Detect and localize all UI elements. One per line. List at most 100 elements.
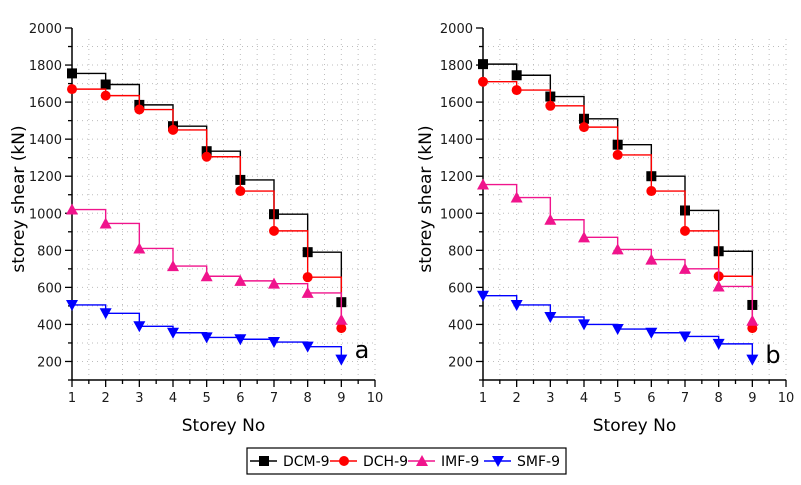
y-tick-label: 1400 xyxy=(29,133,62,148)
data-point-marker xyxy=(578,319,590,331)
legend-marker-triangle-up xyxy=(416,455,428,466)
panel-label: b xyxy=(765,341,780,369)
y-tick-label: 200 xyxy=(448,355,473,370)
data-point-marker xyxy=(612,149,623,160)
data-point-marker xyxy=(168,124,178,135)
series-dch-9 xyxy=(67,84,347,334)
series-smf-9 xyxy=(66,299,348,366)
y-tick-label: 600 xyxy=(37,281,62,296)
data-point-marker xyxy=(100,79,111,90)
data-point-marker xyxy=(611,243,624,255)
data-point-marker xyxy=(100,90,111,101)
y-tick-label: 2000 xyxy=(29,22,62,37)
data-point-marker xyxy=(712,338,725,350)
y-tick-label: 1600 xyxy=(29,96,62,111)
x-tick-label: 1 xyxy=(68,391,76,406)
x-tick-label: 1 xyxy=(479,391,487,406)
data-point-marker xyxy=(645,253,658,265)
panel-label: a xyxy=(355,336,370,364)
chart-panel-a: 1 2 3 4 5 6 7 8 9 10 200 400 600 800 1000 1200 1400 1600 1… xyxy=(9,22,383,436)
data-point-marker xyxy=(234,274,247,286)
data-point-marker xyxy=(645,327,658,339)
data-point-marker xyxy=(336,323,347,334)
data-point-marker xyxy=(477,290,489,302)
x-tick-label: 8 xyxy=(304,391,312,406)
data-point-marker xyxy=(510,299,523,311)
y-tick-label: 2000 xyxy=(440,22,473,37)
data-point-marker xyxy=(478,76,488,87)
legend-label: DCH-9 xyxy=(363,454,408,470)
y-tick-label: 1200 xyxy=(440,170,473,185)
x-tick-label: 4 xyxy=(169,391,177,406)
data-point-marker xyxy=(578,231,590,243)
data-point-marker xyxy=(510,191,523,203)
data-point-marker xyxy=(268,337,280,349)
data-point-marker xyxy=(545,100,556,111)
data-point-marker xyxy=(712,280,725,292)
data-point-marker xyxy=(66,299,78,311)
y-tick-label: 800 xyxy=(448,244,473,259)
x-tick-label: 10 xyxy=(778,391,795,406)
data-point-marker xyxy=(611,324,624,336)
data-point-marker xyxy=(67,68,77,79)
y-tick-label: 800 xyxy=(37,244,62,259)
data-point-marker xyxy=(579,122,589,133)
legend-marker-circle xyxy=(339,456,349,466)
y-axis-title: storey shear (kN) xyxy=(9,125,29,272)
legend-label: DCM-9 xyxy=(283,454,330,470)
y-tick-label: 1400 xyxy=(440,133,473,148)
y-tick-label: 1000 xyxy=(29,207,62,222)
y-tick-label: 200 xyxy=(37,355,62,370)
legend-entry: IMF-9 xyxy=(408,454,479,470)
x-tick-label: 9 xyxy=(337,391,345,406)
x-tick-label: 5 xyxy=(614,391,622,406)
data-point-marker xyxy=(646,186,657,197)
x-tick-label: 2 xyxy=(513,391,521,406)
data-point-marker xyxy=(167,260,179,272)
legend-marker-triangle-down xyxy=(492,456,504,467)
y-tick-label: 600 xyxy=(448,281,473,296)
data-point-marker xyxy=(477,178,489,190)
x-tick-label: 5 xyxy=(203,391,211,406)
x-axis-title: Storey No xyxy=(593,416,677,436)
series-line xyxy=(72,304,343,360)
data-point-marker xyxy=(302,272,313,283)
x-tick-label: 7 xyxy=(681,391,689,406)
x-tick-label: 6 xyxy=(647,391,655,406)
data-point-marker xyxy=(268,277,280,289)
data-point-marker xyxy=(99,217,112,229)
x-tick-label: 6 xyxy=(236,391,244,406)
data-point-marker xyxy=(133,321,146,333)
data-point-marker xyxy=(511,70,522,81)
data-point-marker xyxy=(200,332,213,344)
data-point-marker xyxy=(680,225,690,236)
legend-label: SMF-9 xyxy=(517,454,560,470)
x-tick-label: 4 xyxy=(580,391,588,406)
y-tick-label: 1200 xyxy=(29,170,62,185)
data-point-marker xyxy=(134,104,145,115)
data-point-marker xyxy=(511,85,522,96)
data-point-marker xyxy=(335,354,348,366)
data-point-marker xyxy=(167,327,179,339)
gridlines xyxy=(72,38,376,380)
legend-box xyxy=(246,447,567,475)
x-tick-label: 8 xyxy=(715,391,723,406)
data-point-marker xyxy=(66,203,78,215)
legend-entry: DCH-9 xyxy=(330,454,408,470)
y-tick-label: 1600 xyxy=(440,96,473,111)
data-point-marker xyxy=(234,334,247,346)
data-point-marker xyxy=(301,341,314,353)
chart-panel-b: 1 2 3 4 5 6 7 8 9 10 200 400 600 800 1000 1200 1400 1600 1… xyxy=(416,22,794,436)
data-point-marker xyxy=(301,286,314,298)
x-tick-label: 7 xyxy=(270,391,278,406)
data-point-marker xyxy=(67,84,77,95)
legend-entry: SMF-9 xyxy=(484,454,560,470)
y-tick-label: 400 xyxy=(448,318,473,333)
data-point-marker xyxy=(544,213,557,225)
data-point-marker xyxy=(99,308,112,320)
series-imf-9 xyxy=(66,203,348,325)
gridlines xyxy=(483,38,787,380)
data-point-marker xyxy=(544,312,557,324)
y-axis-title: storey shear (kN) xyxy=(416,125,436,272)
